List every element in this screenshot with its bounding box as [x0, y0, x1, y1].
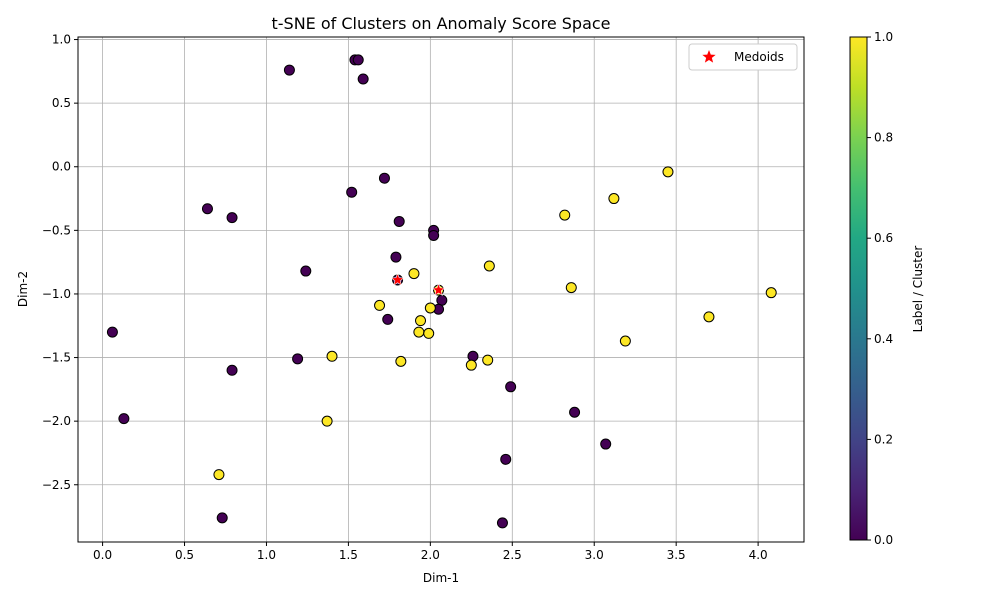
scatter-point-cluster-1 [559, 209, 571, 221]
scatter-point-cluster-1 [408, 268, 420, 280]
scatter-point-cluster-0 [357, 73, 369, 85]
scatter-point-cluster-0 [300, 265, 312, 277]
y-tick-label: −1.5 [42, 351, 71, 365]
scatter-point-cluster-1 [482, 354, 494, 366]
scatter-point-cluster-1 [483, 260, 495, 272]
scatter-point-cluster-1 [326, 350, 338, 362]
scatter-point-cluster-0 [428, 229, 440, 241]
scatter-point-cluster-0 [500, 453, 512, 465]
y-tick-label: 1.0 [52, 33, 71, 47]
scatter-point-cluster-0 [496, 517, 508, 529]
scatter-point-cluster-1 [415, 315, 427, 327]
colorbar-tick-label: 0.8 [874, 131, 893, 145]
scatter-point-cluster-0 [226, 212, 238, 224]
scatter-point-cluster-1 [213, 469, 225, 481]
data-points [106, 54, 777, 529]
scatter-point-cluster-1 [608, 193, 620, 205]
scatter-point-cluster-1 [413, 326, 425, 338]
scatter-point-cluster-0 [467, 350, 479, 362]
colorbar-tick-label: 0.4 [874, 332, 893, 346]
x-tick-label: 4.0 [749, 548, 768, 562]
medoid-markers [390, 272, 446, 297]
chart-title: t-SNE of Clusters on Anomaly Score Space [271, 14, 610, 33]
scatter-point-cluster-1 [465, 359, 477, 371]
scatter-point-cluster-1 [374, 299, 386, 311]
colorbar: 0.0 0.2 0.4 0.6 0.8 1.0 Label / Cluster [849, 30, 925, 547]
scatter-point-cluster-0 [226, 364, 238, 376]
legend-star [702, 50, 716, 63]
scatter-point-cluster-0 [201, 203, 213, 215]
x-tick-label: 2.0 [421, 548, 440, 562]
scatter-point-cluster-1 [662, 166, 674, 178]
legend: Medoids [688, 43, 798, 71]
medoid-star [431, 282, 446, 297]
x-tick-label: 0.5 [175, 548, 194, 562]
scatter-point-cluster-0 [283, 64, 295, 76]
scatter-point-cluster-1 [395, 355, 407, 367]
legend-label-medoids: Medoids [734, 50, 784, 64]
scatter-point-cluster-0 [382, 313, 394, 325]
y-axis-label: Dim-2 [16, 271, 30, 307]
scatter-point-cluster-1 [619, 335, 631, 347]
scatter-point-cluster-0 [216, 512, 228, 524]
scatter-point-cluster-0 [505, 381, 517, 393]
x-axis-label: Dim-1 [423, 571, 459, 585]
colorbar-tick-label: 1.0 [874, 30, 893, 44]
colorbar-ticks: 0.0 0.2 0.4 0.6 0.8 1.0 [867, 30, 893, 547]
x-axis: 0.0 0.5 1.0 1.5 2.0 2.5 3.0 3.5 4.0 [93, 542, 768, 562]
scatter-point-cluster-0 [393, 215, 405, 227]
y-tick-label: −2.5 [42, 478, 71, 492]
x-tick-label: 2.5 [503, 548, 522, 562]
scatter-point-cluster-0 [390, 251, 402, 263]
scatter-point-cluster-0 [292, 353, 304, 365]
y-tick-label: −1.0 [42, 287, 71, 301]
scatter-point-cluster-1 [424, 302, 436, 314]
x-tick-label: 0.0 [93, 548, 112, 562]
y-axis: 1.0 0.5 0.0 −0.5 −1.0 −1.5 −2.0 −2.5 [42, 33, 78, 492]
scatter-point-cluster-0 [346, 186, 358, 198]
medoid-star [390, 272, 405, 286]
scatter-point-cluster-0 [600, 438, 612, 450]
y-tick-label: 0.5 [52, 96, 71, 110]
colorbar-label: Label / Cluster [911, 246, 925, 333]
x-tick-label: 1.5 [339, 548, 358, 562]
scatter-point-cluster-1 [703, 311, 715, 323]
x-tick-label: 1.0 [257, 548, 276, 562]
y-tick-label: −2.0 [42, 414, 71, 428]
x-tick-label: 3.5 [667, 548, 686, 562]
colorbar-tick-label: 0.6 [874, 231, 893, 245]
colorbar-tick-label: 0.0 [874, 533, 893, 547]
scatter-point-cluster-1 [565, 282, 577, 294]
scatter-point-cluster-0 [378, 172, 390, 184]
scatter-point-cluster-0 [352, 54, 364, 66]
scatter-point-cluster-0 [569, 406, 581, 418]
legend-star-marker [702, 50, 716, 63]
colorbar-tick-label: 0.2 [874, 432, 893, 446]
scatter-point-cluster-0 [106, 326, 118, 338]
scatter-point-cluster-1 [423, 327, 435, 339]
scatter-point-cluster-1 [321, 415, 333, 427]
y-tick-label: −0.5 [42, 223, 71, 237]
y-tick-label: 0.0 [52, 160, 71, 174]
scatter-point-cluster-1 [765, 287, 777, 299]
scatter-point-cluster-0 [118, 413, 130, 425]
colorbar-gradient [849, 36, 868, 541]
plot-area-frame [77, 36, 805, 543]
x-tick-label: 3.0 [585, 548, 604, 562]
legend-box [688, 43, 798, 71]
